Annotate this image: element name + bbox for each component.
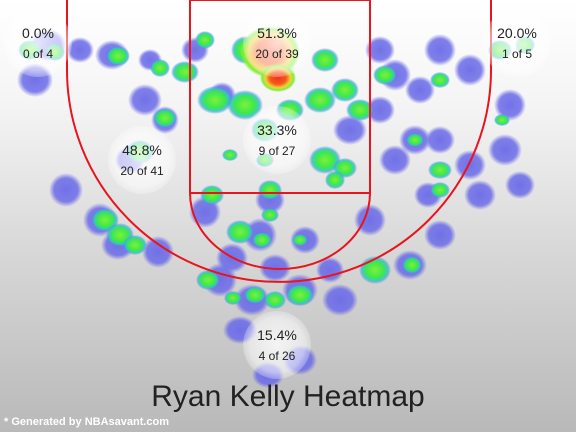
warm-zone-blob-24 xyxy=(406,133,424,147)
warm-zone-blob-41 xyxy=(402,256,422,274)
warm-zone-blob-13 xyxy=(311,48,339,72)
left-midrange-made-of-attempted: 20 of 41 xyxy=(120,164,164,178)
paint-top-label-bubble xyxy=(243,9,311,77)
warm-zone-blob-25 xyxy=(428,161,452,179)
cold-zone-blob-32 xyxy=(454,150,486,180)
warm-zone-blob-44 xyxy=(292,234,308,246)
cold-zone-blob-27 xyxy=(424,220,456,250)
cold-zone-blob-31 xyxy=(425,126,455,154)
warm-zone-blob-38 xyxy=(264,291,286,309)
cold-zone-blob-25 xyxy=(464,180,496,210)
warm-zone-blob-4 xyxy=(150,59,170,77)
cold-zone-blob-26 xyxy=(505,171,535,199)
paint-top-made-of-attempted: 20 of 39 xyxy=(255,47,299,61)
warm-zone-blob-39 xyxy=(286,284,314,306)
warm-zone-blob-26 xyxy=(430,182,450,198)
credit-footer: * Generated by NBAsavant.com xyxy=(4,416,169,428)
top-key-three-label-bubble xyxy=(243,311,311,379)
paint-mid-label-bubble xyxy=(243,106,311,174)
cold-zone-blob-17 xyxy=(322,284,358,316)
warm-zone-blob-20 xyxy=(494,114,510,126)
cold-zone-blob-21 xyxy=(424,34,456,66)
warm-zone-blob-42 xyxy=(258,180,282,200)
left-corner-three-percentage: 0.0% xyxy=(22,25,54,41)
right-corner-three-percentage: 20.0% xyxy=(497,25,537,41)
warm-zone-blob-3 xyxy=(106,46,130,66)
paint-mid-made-of-attempted: 9 of 27 xyxy=(259,144,296,158)
paint-mid-percentage: 33.3% xyxy=(257,122,297,138)
chart-title: Ryan Kelly Heatmap xyxy=(0,380,576,414)
warm-zone-blob-29 xyxy=(123,235,147,255)
right-corner-three-label-bubble xyxy=(483,9,551,77)
cold-zone-blob-22 xyxy=(454,54,486,86)
warm-zone-blob-31 xyxy=(153,108,177,128)
left-midrange-percentage: 48.8% xyxy=(122,142,162,158)
paint-top-percentage: 51.3% xyxy=(257,25,297,41)
warm-zone-blob-32 xyxy=(200,185,224,205)
warm-zone-blob-6 xyxy=(197,86,233,114)
warm-zone-blob-34 xyxy=(252,232,272,248)
warm-zone-blob-43 xyxy=(261,208,279,222)
warm-zone-blob-5 xyxy=(171,61,199,83)
warm-zone-blob-37 xyxy=(244,286,266,304)
left-midrange-label-bubble xyxy=(108,126,176,194)
right-corner-three-made-of-attempted: 1 of 5 xyxy=(502,47,532,61)
warm-zone-blob-36 xyxy=(224,291,242,305)
warm-zone-blob-16 xyxy=(373,65,397,85)
left-corner-three-label-bubble xyxy=(4,9,72,77)
warm-zone-blob-33 xyxy=(226,220,254,244)
warm-zone-blob-11 xyxy=(331,78,359,102)
left-corner-three-made-of-attempted: 0 of 4 xyxy=(23,47,53,61)
cold-zone-blob-24 xyxy=(488,134,522,166)
warm-zone-blob-23 xyxy=(325,171,345,189)
top-key-three-percentage: 15.4% xyxy=(257,327,297,343)
warm-zone-blob-40 xyxy=(359,256,391,284)
warm-zone-blob-15 xyxy=(195,31,215,49)
warm-zone-blob-46 xyxy=(222,149,238,161)
warm-zone-blob-17 xyxy=(430,72,450,88)
top-key-three-made-of-attempted: 4 of 26 xyxy=(259,349,296,363)
cold-zone-blob-7 xyxy=(49,173,83,207)
